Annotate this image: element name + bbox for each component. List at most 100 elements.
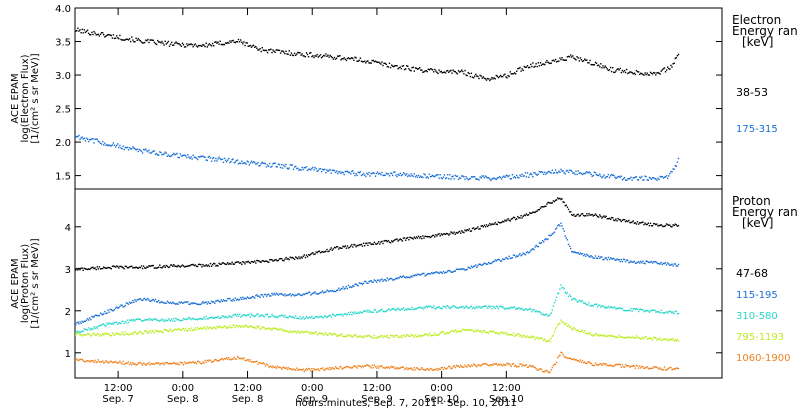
data-point [408,367,410,370]
data-point [301,369,303,371]
data-point [276,166,278,168]
data-point [609,305,612,308]
data-point [485,305,488,308]
data-point [220,158,222,161]
data-point [548,339,550,341]
data-point [339,55,341,57]
data-point [145,299,147,301]
data-point [221,43,224,46]
data-point [517,176,519,178]
data-point [593,214,596,216]
data-point [385,172,387,174]
data-point [194,264,197,266]
data-point [508,255,510,257]
data-point [653,222,655,225]
data-point [654,366,656,368]
data-point [650,260,653,263]
data-point [118,322,120,324]
data-point [250,46,253,48]
data-point [279,52,282,54]
data-point [503,363,505,366]
data-point [274,51,276,53]
data-point [320,251,323,253]
data-point [452,232,454,235]
data-point [80,137,82,139]
data-point [398,308,400,311]
data-point [647,367,649,370]
data-point [164,40,166,42]
data-point [401,336,404,339]
data-point [89,138,91,141]
data-point [535,367,537,370]
data-point [403,368,406,371]
data-point [414,274,417,276]
data-point [266,364,269,366]
data-point [661,175,663,178]
data-point [330,247,332,249]
data-point [175,153,177,155]
data-point [574,215,576,217]
data-point [443,174,446,176]
data-point [468,228,470,230]
y-axis-label: log(Electron Flux) [20,54,31,142]
data-point [479,176,481,178]
data-point [581,252,584,255]
data-point [206,359,208,362]
data-point [279,166,282,169]
data-point [589,305,591,307]
data-point [169,320,172,322]
data-point [202,263,204,266]
data-point [429,68,432,70]
data-point [635,364,638,367]
data-point [139,40,142,42]
data-point [628,261,630,264]
data-point [313,292,315,294]
data-point [414,334,417,336]
data-point [531,365,533,368]
data-point [428,235,431,238]
data-point [128,38,131,40]
data-point [137,298,139,301]
data-point [319,252,322,254]
data-point [460,331,462,333]
data-point [364,280,366,282]
data-point [277,315,280,318]
data-point [319,316,322,318]
data-point [202,43,204,46]
data-point [300,256,302,258]
data-point [109,34,111,36]
data-point [615,218,617,220]
data-point [520,175,522,178]
data-point [262,362,264,364]
data-point [172,265,174,267]
data-point [118,267,120,269]
data-point [200,362,202,365]
data-point [320,367,323,370]
data-point [214,302,216,304]
data-point [151,264,153,267]
data-point [248,261,250,264]
data-point [607,305,610,308]
data-point [436,71,438,74]
data-point [483,363,486,365]
data-point [508,219,510,222]
data-point [484,363,487,365]
data-point [235,315,238,317]
data-point [161,267,163,269]
data-point [332,58,335,60]
data-point [586,362,588,365]
data-point [438,272,440,275]
data-point [148,265,150,267]
data-point [80,267,82,269]
data-point [93,30,95,33]
data-point [531,212,533,214]
data-point [526,172,529,174]
data-point [530,249,532,252]
data-point [138,148,140,151]
data-point [585,172,587,174]
data-point [595,303,598,305]
data-point [255,327,257,330]
data-point [241,325,243,328]
data-point [336,314,338,316]
data-point [241,357,243,359]
